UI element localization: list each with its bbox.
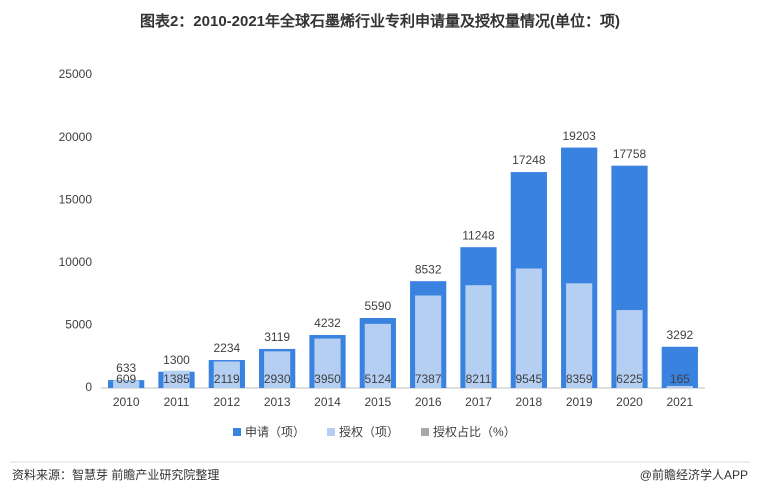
bar xyxy=(163,370,190,388)
x-tick-label: 2019 xyxy=(566,395,593,409)
value-label: 8211 xyxy=(466,372,492,386)
legend-swatch xyxy=(421,428,430,436)
y-tick-label: 15000 xyxy=(59,192,93,206)
bar xyxy=(264,351,291,388)
value-label: 5590 xyxy=(364,299,391,313)
value-label: 3950 xyxy=(314,372,341,386)
bar xyxy=(213,361,240,388)
bar xyxy=(465,285,492,388)
value-label: 8359 xyxy=(566,372,593,386)
x-tick-label: 2020 xyxy=(616,395,643,409)
y-tick-label: 20000 xyxy=(59,130,93,144)
value-label: 3119 xyxy=(264,330,290,344)
x-tick-label: 2013 xyxy=(264,395,291,409)
legend-label: 授权占比（%） xyxy=(433,424,516,439)
legend-swatch xyxy=(327,428,336,436)
bar xyxy=(113,380,140,388)
value-label: 609 xyxy=(116,372,136,386)
value-label: 19203 xyxy=(562,129,596,143)
value-label: 6225 xyxy=(616,372,643,386)
legend-swatch xyxy=(233,428,241,436)
value-label: 9545 xyxy=(515,372,542,386)
value-label: 8532 xyxy=(415,262,442,276)
y-tick-label: 5000 xyxy=(65,318,92,332)
x-tick-label: 2015 xyxy=(364,395,391,409)
y-tick-label: 0 xyxy=(85,380,92,394)
x-tick-label: 2014 xyxy=(314,395,341,409)
x-tick-label: 2010 xyxy=(113,395,140,409)
value-label: 1385 xyxy=(163,372,190,386)
x-tick-label: 2021 xyxy=(666,395,693,409)
x-tick-label: 2012 xyxy=(213,395,240,409)
value-label: 165 xyxy=(670,372,690,386)
credit: @前瞻经济学人APP xyxy=(640,467,748,482)
value-label: 2930 xyxy=(264,372,291,386)
bar xyxy=(415,295,442,388)
bar xyxy=(515,268,542,388)
legend-label: 授权（项） xyxy=(339,424,399,439)
bar xyxy=(661,346,698,388)
bar xyxy=(314,338,341,388)
value-label: 11248 xyxy=(462,228,495,242)
value-label: 17758 xyxy=(613,147,647,161)
value-label: 2119 xyxy=(214,372,240,386)
x-tick-label: 2011 xyxy=(164,395,190,409)
bar xyxy=(666,385,693,388)
value-label: 17248 xyxy=(512,153,546,167)
bar xyxy=(566,283,593,388)
value-label: 3292 xyxy=(666,328,693,342)
x-tick-label: 2017 xyxy=(465,395,492,409)
value-label: 5124 xyxy=(364,372,391,386)
legend-label: 申请（项） xyxy=(245,425,305,439)
value-label: 633 xyxy=(116,361,136,375)
value-label: 4232 xyxy=(314,316,341,330)
chart-title: 图表2：2010-2021年全球石墨烯行业专利申请量及授权量情况(单位：项) xyxy=(140,12,620,30)
x-tick-label: 2018 xyxy=(515,395,542,409)
value-label: 2234 xyxy=(213,341,240,355)
x-tick-label: 2016 xyxy=(415,395,442,409)
y-tick-label: 10000 xyxy=(59,255,93,269)
source: 资料来源：智慧芽 前瞻产业研究院整理 xyxy=(12,467,219,482)
y-tick-label: 25000 xyxy=(59,67,93,81)
bar xyxy=(616,310,643,388)
value-label: 7387 xyxy=(415,372,442,386)
value-label: 1300 xyxy=(163,353,190,367)
bar xyxy=(364,323,391,388)
